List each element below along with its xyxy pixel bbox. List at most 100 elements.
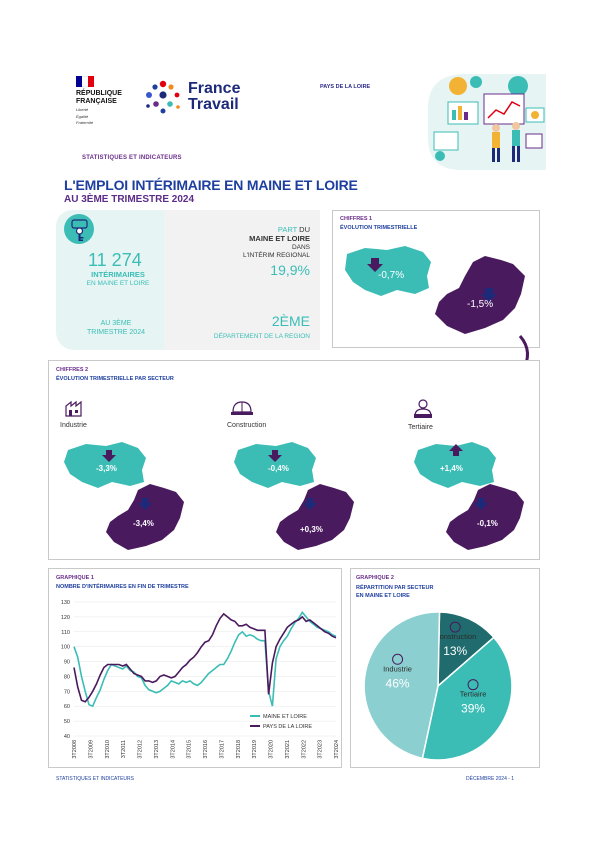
pie-value-label: 46% [386, 676, 410, 690]
sector-name-construction: Construction [227, 422, 267, 429]
construction-dept-value: -0,4% [268, 464, 289, 473]
down-arrow-icon [102, 450, 116, 462]
page-subtitle: AU 3ÈME TRIMESTRE 2024 [64, 194, 195, 205]
share-value: 19,9% [270, 262, 310, 278]
pie-slice-industrie [363, 611, 441, 760]
graph1-tag: GRAPHIQUE 1 [56, 575, 94, 581]
rank-value: 2ÈME [271, 313, 310, 329]
share-dans: DANS [291, 244, 310, 251]
office-worker-icon [414, 399, 432, 418]
industrie-dept-value: -3,3% [96, 464, 117, 473]
rf-motto2: Égalité [76, 113, 89, 119]
tertiaire-dept-value: +1,4% [440, 464, 463, 473]
sector-name-industrie: Industrie [60, 422, 87, 429]
y-tick-label: 80 [64, 674, 70, 680]
x-tick-label: 3T2022 [301, 740, 307, 759]
graph1-title: NOMBRE D'INTÉRIMAIRES EN FIN DE TRIMESTR… [56, 584, 189, 590]
x-tick-label: 3T2009 [88, 740, 94, 759]
chiffres2-tag: CHIFFRES 2 [56, 367, 89, 373]
graph2-tag: GRAPHIQUE 2 [356, 575, 394, 581]
pie-slice-tertiaire [421, 636, 513, 761]
region-tag: PAYS DE LA LOIRE [320, 84, 371, 90]
rf-motto1: Liberté [76, 107, 89, 112]
hard-hat-icon [449, 621, 461, 633]
brand-line1: France [188, 80, 241, 97]
industrie-region-value: -3,4% [133, 519, 154, 528]
chiffres1-tag: CHIFFRES 1 [340, 216, 373, 222]
industrie-region-map [106, 484, 184, 550]
office-illustration-icon [428, 73, 546, 170]
french-flag-icon [76, 76, 94, 87]
pie-chart: Construction 13% Tertiaire 39% Industrie 46% [363, 611, 513, 761]
sector-name-tertiaire: Tertiaire [408, 424, 433, 431]
y-tick-label: 40 [64, 734, 70, 740]
down-arrow-icon [138, 498, 152, 510]
x-tick-label: 3T2014 [170, 740, 176, 759]
x-tick-label: 3T2010 [105, 740, 111, 759]
x-tick-label: 3T2020 [269, 740, 275, 759]
x-tick-label: 3T2023 [318, 740, 324, 759]
share-du: DU [299, 225, 310, 234]
rf-line2: FRANÇAISE [76, 98, 117, 105]
tertiaire-region-value: -0,1% [477, 519, 498, 528]
brand-name: France Travail [188, 81, 240, 113]
rank-label: DÉPARTEMENT DE LA REGION [213, 333, 310, 340]
y-tick-label: 90 [64, 660, 70, 666]
line-chart: 40 50 60 70 80 90 100 110 120 130 3T2008 3T2009 3T20… [61, 600, 340, 759]
hard-hat-icon [231, 401, 253, 415]
interim-count: 11 274 [88, 250, 142, 270]
chiffres1-region-value: -1,5% [467, 299, 494, 310]
construction-dept-map [234, 442, 316, 488]
down-arrow-icon [474, 498, 488, 510]
pie-value-label: 13% [443, 644, 467, 658]
pie-label: Construction [434, 632, 476, 641]
factory-icon [392, 653, 404, 665]
x-tick-label: 3T2011 [121, 740, 127, 758]
x-tick-label: 3T2016 [203, 740, 209, 759]
interim-count-sub: EN MAINE ET LOIRE [86, 280, 150, 287]
y-tick-label: 100 [61, 645, 70, 651]
up-arrow-icon [449, 444, 463, 456]
down-arrow-icon [367, 258, 383, 272]
period-line1: AU 3ÈME [100, 320, 132, 327]
key-figures-right-panel [164, 210, 320, 350]
graph1-box [48, 568, 342, 768]
graph2-title-line1: RÉPARTITION PAR SECTEUR [356, 585, 434, 591]
y-tick-label: 70 [64, 689, 70, 695]
share-rest: L'INTÉRIM REGIONAL [243, 252, 310, 259]
share-dept: MAINE ET LOIRE [249, 234, 310, 243]
x-tick-label: 3T2012 [138, 740, 144, 759]
y-tick-label: 50 [64, 719, 70, 725]
x-tick-label: 3T2024 [334, 740, 340, 759]
y-tick-label: 120 [61, 615, 70, 621]
x-tick-label: 3T2013 [154, 740, 160, 759]
construction-region-map [276, 484, 354, 550]
section-tag: STATISTIQUES ET INDICATEURS [82, 155, 182, 161]
share-part: PART [277, 225, 298, 234]
industrie-dept-map [64, 442, 146, 488]
chiffres1-title: ÉVOLUTION TRIMESTRIELLE [340, 225, 418, 231]
x-tick-label: 3T2017 [219, 740, 225, 759]
chiffres1-dept-value: -0,7% [378, 270, 405, 281]
x-tick-label: 3T2019 [252, 740, 258, 759]
rf-motto3: Fraternité [76, 120, 94, 125]
up-arrow-icon [303, 498, 317, 510]
brand-line2: Travail [188, 96, 239, 113]
pays-de-la-loire-map [435, 256, 525, 334]
tertiaire-dept-map [414, 442, 496, 488]
interim-count-label: INTÉRIMAIRES [91, 270, 145, 279]
x-tick-label: 3T2021 [285, 740, 291, 759]
down-arrow-icon [268, 450, 282, 462]
pie-label: Industrie [383, 664, 412, 673]
legend-label: PAYS DE LA LOIRE [263, 724, 312, 730]
chiffres2-title: ÉVOLUTION TRIMESTRIELLE PAR SECTEUR [56, 376, 174, 382]
y-tick-label: 130 [61, 600, 70, 606]
factory-icon [65, 400, 82, 417]
tertiaire-region-map [446, 484, 524, 550]
graph2-title-line2: EN MAINE ET LOIRE [356, 593, 410, 599]
x-tick-label: 3T2008 [72, 740, 78, 759]
footer-left: STATISTIQUES ET INDICATEURS [56, 776, 134, 782]
series-line-maine-et-loire [73, 611, 337, 708]
page-title: L'EMPLOI INTÉRIMAIRE EN MAINE ET LOIRE [64, 177, 358, 193]
legend-label: MAINE ET LOIRE [263, 714, 307, 720]
